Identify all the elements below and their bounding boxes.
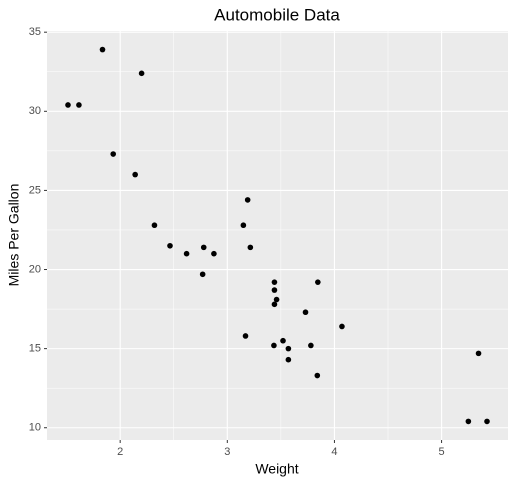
y-tick-label: 30 [29,105,41,117]
point [138,70,145,77]
point [302,309,309,316]
point [285,356,292,363]
point [167,242,173,249]
x-axis-title: Weight [255,461,298,477]
point [244,197,251,203]
point [271,342,277,349]
point [273,296,280,303]
point [465,418,472,425]
point [199,271,206,278]
point [308,342,314,349]
y-tick-label: 25 [29,184,41,196]
point [271,301,278,308]
point [65,102,71,108]
point [76,102,82,108]
point [285,345,292,352]
y-axis-title: Miles Per Gallon [6,184,22,287]
point [475,350,482,357]
point [242,333,249,339]
point [339,323,345,330]
point [314,372,321,379]
x-tick-label: 2 [117,446,123,458]
point [110,151,117,157]
point [151,222,158,229]
x-tick-label: 5 [439,446,445,458]
point [271,287,278,293]
y-tick-label: 20 [29,263,41,275]
point [99,46,106,53]
point [315,279,321,285]
point [484,418,490,425]
y-tick-label: 35 [29,26,41,38]
plot-panel [47,31,508,440]
point [132,171,138,178]
point [240,222,247,229]
point [280,337,286,344]
y-tick-label: 15 [29,343,41,355]
point [211,250,217,257]
x-tick-label: 4 [331,446,337,458]
point [271,279,278,285]
chart-title: Automobile Data [214,5,340,24]
point [247,244,254,251]
point [183,250,190,257]
point [200,244,207,251]
x-tick-label: 3 [224,446,230,458]
y-tick-label: 10 [29,422,41,434]
